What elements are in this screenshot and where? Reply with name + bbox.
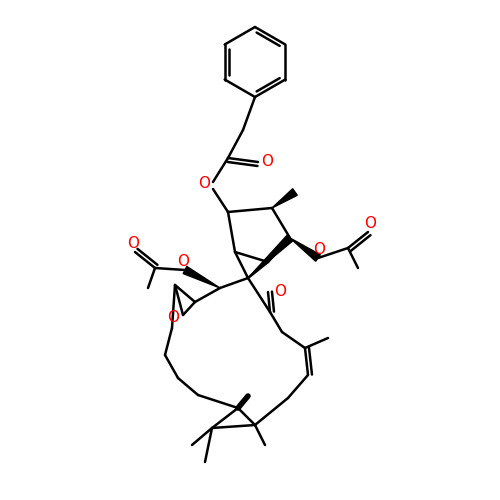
Polygon shape (290, 238, 320, 262)
Polygon shape (248, 235, 293, 278)
Text: O: O (274, 284, 286, 300)
Text: O: O (313, 242, 325, 258)
Text: O: O (364, 216, 376, 232)
Polygon shape (272, 188, 297, 208)
Text: O: O (177, 254, 189, 270)
Text: O: O (198, 176, 210, 192)
Polygon shape (183, 266, 220, 288)
Text: O: O (127, 236, 139, 252)
Text: O: O (261, 154, 273, 170)
Text: O: O (167, 310, 179, 324)
